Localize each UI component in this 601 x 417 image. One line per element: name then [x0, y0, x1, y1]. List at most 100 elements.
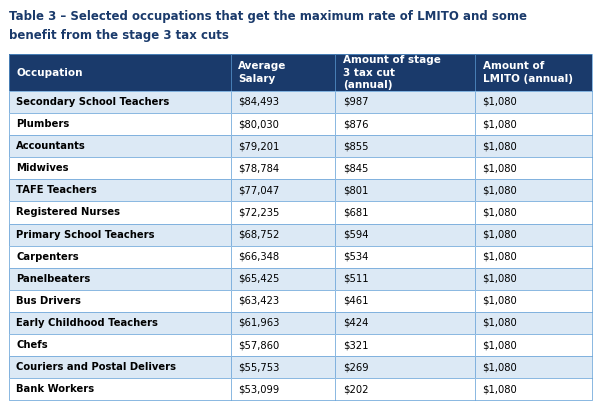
Text: $78,784: $78,784	[238, 163, 279, 173]
Bar	[475, 157, 592, 179]
Bar	[335, 201, 475, 224]
Bar	[231, 356, 335, 378]
Bar	[475, 378, 592, 400]
Bar	[9, 201, 231, 224]
Bar	[475, 268, 592, 290]
Bar	[335, 290, 475, 312]
Bar	[335, 201, 475, 224]
Bar	[335, 224, 475, 246]
Text: Bus Drivers: Bus Drivers	[16, 296, 81, 306]
Bar	[231, 113, 335, 135]
Bar	[9, 378, 231, 400]
Bar	[9, 135, 231, 157]
Bar	[231, 91, 335, 113]
Text: $876: $876	[343, 119, 368, 129]
Bar	[335, 246, 475, 268]
Bar	[231, 157, 335, 179]
Text: Amount of stage
3 tax cut
(annual): Amount of stage 3 tax cut (annual)	[343, 55, 441, 90]
Text: Table 3 – Selected occupations that get the maximum rate of LMITO and some: Table 3 – Selected occupations that get …	[9, 10, 527, 23]
Bar	[475, 91, 592, 113]
Bar	[475, 91, 592, 113]
Bar	[9, 54, 231, 91]
Text: $1,080: $1,080	[483, 340, 517, 350]
Text: benefit from the stage 3 tax cuts: benefit from the stage 3 tax cuts	[9, 29, 229, 42]
Bar	[335, 334, 475, 356]
Bar	[335, 179, 475, 201]
Bar	[9, 157, 231, 179]
Bar	[9, 312, 231, 334]
Bar	[335, 54, 475, 91]
Bar	[335, 54, 475, 91]
Text: $534: $534	[343, 252, 368, 261]
Text: $1,080: $1,080	[483, 296, 517, 306]
Bar	[231, 54, 335, 91]
Bar	[475, 224, 592, 246]
Bar	[475, 334, 592, 356]
Text: Occupation: Occupation	[16, 68, 83, 78]
Bar	[475, 113, 592, 135]
Text: TAFE Teachers: TAFE Teachers	[16, 186, 97, 195]
Bar	[9, 113, 231, 135]
Text: $1,080: $1,080	[483, 230, 517, 239]
Text: Bank Workers: Bank Workers	[16, 384, 94, 394]
Text: $79,201: $79,201	[238, 141, 279, 151]
Bar	[231, 91, 335, 113]
Bar	[9, 356, 231, 378]
Bar	[9, 179, 231, 201]
Bar	[475, 356, 592, 378]
Bar	[475, 378, 592, 400]
Text: $1,080: $1,080	[483, 141, 517, 151]
Bar	[231, 135, 335, 157]
Text: $1,080: $1,080	[483, 186, 517, 195]
Bar	[475, 246, 592, 268]
Bar	[231, 224, 335, 246]
Bar	[231, 224, 335, 246]
Bar	[475, 224, 592, 246]
Text: $63,423: $63,423	[238, 296, 279, 306]
Bar	[335, 179, 475, 201]
Text: Couriers and Postal Delivers: Couriers and Postal Delivers	[16, 362, 176, 372]
Bar	[335, 290, 475, 312]
Bar	[9, 91, 231, 113]
Bar	[231, 179, 335, 201]
Bar	[9, 378, 231, 400]
Bar	[475, 201, 592, 224]
Bar	[335, 378, 475, 400]
Bar	[475, 54, 592, 91]
Text: $202: $202	[343, 384, 368, 394]
Text: $53,099: $53,099	[238, 384, 279, 394]
Bar	[9, 290, 231, 312]
Text: $1,080: $1,080	[483, 163, 517, 173]
Text: $424: $424	[343, 318, 368, 328]
Bar	[9, 179, 231, 201]
Text: $321: $321	[343, 340, 368, 350]
Text: $511: $511	[343, 274, 368, 284]
Bar	[231, 246, 335, 268]
Bar	[475, 135, 592, 157]
Text: $1,080: $1,080	[483, 119, 517, 129]
Text: Early Childhood Teachers: Early Childhood Teachers	[16, 318, 158, 328]
Bar	[231, 290, 335, 312]
Bar	[335, 378, 475, 400]
Text: $845: $845	[343, 163, 368, 173]
Text: $61,963: $61,963	[238, 318, 279, 328]
Text: $801: $801	[343, 186, 368, 195]
Bar	[231, 268, 335, 290]
Text: $1,080: $1,080	[483, 274, 517, 284]
Bar	[231, 378, 335, 400]
Bar	[231, 201, 335, 224]
Bar	[475, 290, 592, 312]
Bar	[475, 334, 592, 356]
Bar	[335, 157, 475, 179]
Bar	[231, 334, 335, 356]
Text: Primary School Teachers: Primary School Teachers	[16, 230, 154, 239]
Text: $77,047: $77,047	[238, 186, 279, 195]
Bar	[475, 113, 592, 135]
Bar	[335, 356, 475, 378]
Text: Carpenters: Carpenters	[16, 252, 79, 261]
Bar	[9, 268, 231, 290]
Bar	[335, 91, 475, 113]
Bar	[9, 54, 231, 91]
Bar	[231, 312, 335, 334]
Bar	[335, 268, 475, 290]
